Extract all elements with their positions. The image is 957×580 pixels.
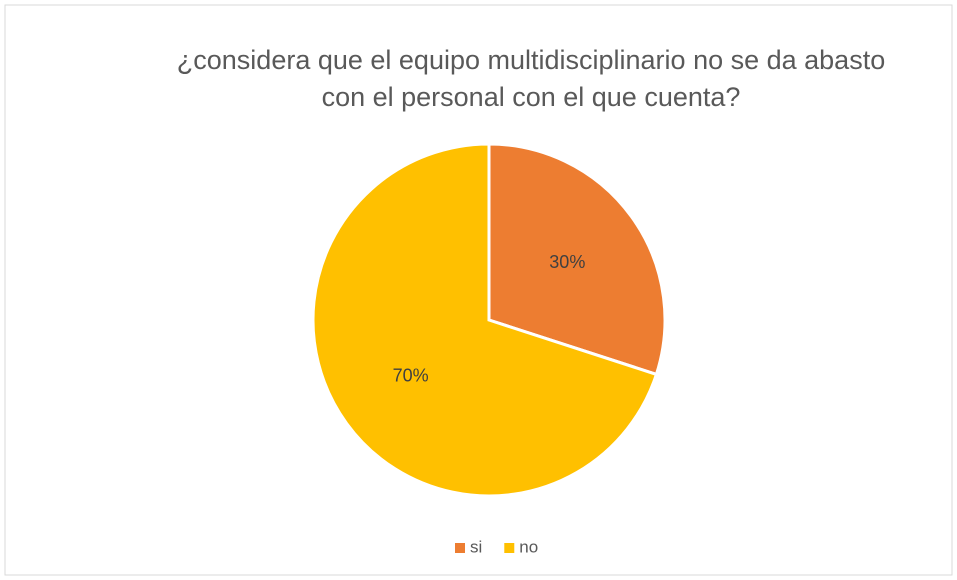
legend-label: si	[470, 537, 482, 556]
pie-slice	[487, 142, 667, 377]
legend-label: no	[519, 537, 538, 556]
data-label: 70%	[393, 366, 429, 386]
chart-title: ¿considera que el equipo multidisciplina…	[176, 45, 886, 112]
legend-swatch	[455, 543, 465, 553]
pie-slice	[311, 142, 659, 498]
data-label: 30%	[549, 252, 585, 272]
legend-swatch	[504, 543, 515, 553]
